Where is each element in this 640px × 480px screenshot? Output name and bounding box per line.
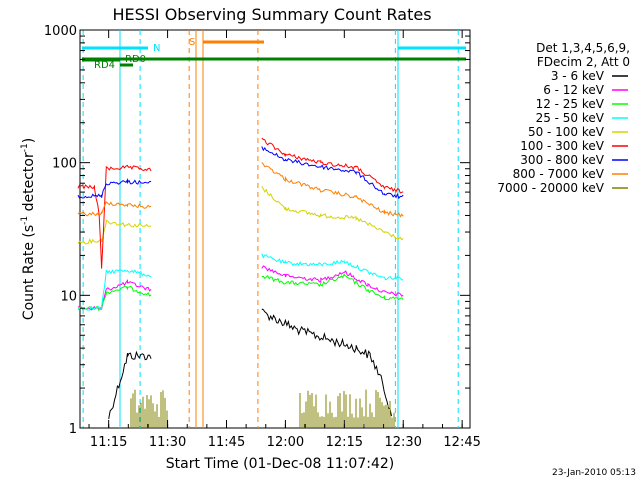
legend-label-2: 12 - 25 keV [536,97,605,111]
series-lines [77,137,404,428]
gap-markers [82,30,459,428]
series-6-post [261,146,404,200]
series-3-post [261,253,404,281]
legend-header-line-1: Det 1,3,4,5,6,9, [536,41,630,55]
x-tick-label-2: 11:45 [208,435,245,450]
series-7 [77,162,404,218]
x-tick-label-4: 12:15 [326,435,363,450]
axes: 11:15 11:30 11:45 12:00 12:15 12:30 12:45 1 10 10… [44,24,481,450]
x-tick-label-3: 12:00 [267,435,304,450]
x-tick-label-1: 11:30 [149,435,186,450]
y-axis-label-end: ) [21,138,37,143]
series-1-post [261,265,404,297]
series-8-spikes-1 [299,389,395,428]
series-2 [77,273,404,311]
timestamp: 23-Jan-2010 05:13 [552,468,636,478]
legend-label-0: 3 - 6 keV [551,69,605,83]
legend-label-4: 50 - 100 keV [528,125,605,139]
y-tick-label-3: 1000 [44,24,77,39]
flag-label-n: N [153,43,160,54]
series-8-spikes-0 [130,389,168,428]
chart-title: HESSI Observing Summary Count Rates [112,5,431,24]
series-1 [77,265,404,311]
legend-label-8: 7000 - 20000 keV [497,181,604,195]
series-6 [77,146,404,200]
series-5-pre [77,164,152,269]
flag-bars: N S RD0 RD4 [82,37,466,71]
legend-label-6: 300 - 800 keV [520,153,604,167]
series-4-post [261,186,404,241]
series-2-pre [77,285,152,311]
x-tick-label-5: 12:30 [384,435,421,450]
series-2-post [261,273,404,301]
y-tick-label-1: 10 [60,289,77,304]
series-5 [77,137,404,269]
series-6-pre [77,177,152,199]
x-tick-label-6: 12:45 [443,435,480,450]
x-axis-label: Start Time (01-Dec-08 11:07:42) [166,456,394,472]
series-0-pre [108,350,152,419]
y-axis-label-mid: detector [21,152,37,216]
legend-label-7: 800 - 7000 keV [513,167,605,181]
legend-label-3: 25 - 50 keV [536,111,605,125]
series-1-pre [77,279,152,311]
flag-label-rd4: RD4 [94,60,115,71]
flag-label-rd0: RD0 [125,54,146,65]
legend-label-1: 6 - 12 keV [543,83,605,97]
series-3-pre [77,269,152,311]
y-tick-label-2: 100 [52,157,77,172]
y-axis-label-sup2: -1 [20,143,30,152]
y-axis-label: Count Rate (s-1 detector-1) [20,138,37,320]
series-5-post [261,137,404,194]
y-axis-label-main: Count Rate (s [21,225,37,320]
legend: Det 1,3,4,5,6,9, FDecim 2, Att 0 3 - 6 k… [497,41,630,195]
series-4-pre [77,219,152,245]
series-0 [108,308,392,419]
flag-label-s: S [189,37,195,48]
x-tick-label-0: 11:15 [90,435,127,450]
y-axis-label-sup1: -1 [20,216,30,225]
plot-frame [79,29,471,429]
legend-label-5: 100 - 300 keV [520,139,604,153]
series-7-pre [77,201,152,217]
series-7-post [261,162,404,218]
series-8 [130,389,395,428]
y-tick-label-0: 1 [69,422,77,437]
series-0-post [261,308,392,417]
series-4 [77,186,404,245]
series-3 [77,253,404,311]
legend-header-line-2: FDecim 2, Att 0 [537,55,630,69]
